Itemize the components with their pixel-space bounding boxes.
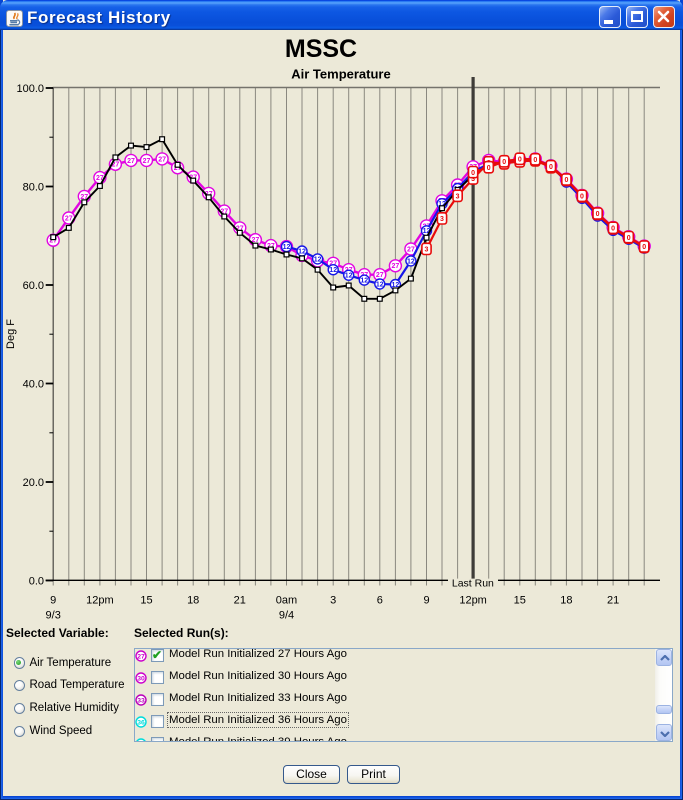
- svg-text:15: 15: [140, 595, 152, 607]
- svg-text:27: 27: [376, 272, 384, 279]
- svg-text:0: 0: [487, 165, 491, 172]
- svg-text:30: 30: [137, 675, 145, 682]
- svg-text:9: 9: [50, 595, 56, 607]
- svg-text:0am: 0am: [276, 595, 297, 607]
- svg-text:27: 27: [143, 158, 151, 165]
- svg-text:39: 39: [137, 741, 145, 742]
- svg-text:0.0: 0.0: [29, 575, 44, 587]
- svg-text:0: 0: [502, 159, 506, 166]
- svg-text:0: 0: [471, 170, 475, 177]
- svg-text:12: 12: [283, 244, 291, 251]
- svg-text:27: 27: [112, 162, 120, 169]
- svg-text:Air Temperature: Air Temperature: [291, 67, 390, 82]
- svg-text:0: 0: [596, 211, 600, 218]
- svg-text:MSSC: MSSC: [285, 35, 357, 63]
- svg-text:27: 27: [80, 194, 88, 201]
- svg-text:6: 6: [377, 595, 383, 607]
- svg-text:12: 12: [360, 278, 368, 285]
- svg-text:0: 0: [580, 194, 584, 201]
- svg-text:12pm: 12pm: [86, 595, 114, 607]
- svg-text:12: 12: [407, 258, 415, 265]
- svg-text:9: 9: [423, 595, 429, 607]
- svg-text:27: 27: [252, 237, 260, 244]
- svg-text:27: 27: [137, 653, 145, 660]
- svg-text:0: 0: [564, 177, 568, 184]
- svg-text:12: 12: [392, 282, 400, 289]
- svg-text:0: 0: [611, 226, 615, 233]
- svg-text:20.0: 20.0: [23, 477, 44, 489]
- svg-text:80.0: 80.0: [23, 181, 44, 193]
- svg-text:27: 27: [392, 263, 400, 270]
- svg-text:3: 3: [471, 176, 475, 183]
- svg-text:27: 27: [96, 175, 104, 182]
- svg-text:3: 3: [330, 595, 336, 607]
- svg-text:0: 0: [518, 157, 522, 164]
- svg-text:18: 18: [187, 595, 199, 607]
- svg-text:40.0: 40.0: [23, 378, 44, 390]
- svg-text:100.0: 100.0: [16, 83, 44, 95]
- svg-text:9/4: 9/4: [279, 610, 294, 622]
- svg-text:3: 3: [425, 247, 429, 254]
- svg-text:27: 27: [236, 225, 244, 232]
- svg-text:12pm: 12pm: [459, 595, 487, 607]
- svg-text:12: 12: [345, 273, 353, 280]
- svg-text:27: 27: [220, 209, 228, 216]
- svg-text:12: 12: [438, 201, 446, 208]
- svg-text:12: 12: [329, 267, 337, 274]
- svg-text:0: 0: [549, 164, 553, 171]
- svg-text:0: 0: [533, 157, 537, 164]
- svg-text:27: 27: [158, 156, 166, 163]
- svg-text:Last Run: Last Run: [452, 578, 494, 590]
- svg-text:18: 18: [560, 595, 572, 607]
- svg-text:36: 36: [137, 719, 145, 726]
- svg-text:12: 12: [376, 281, 384, 288]
- svg-text:21: 21: [234, 595, 246, 607]
- svg-text:12: 12: [298, 248, 306, 255]
- svg-text:27: 27: [174, 165, 182, 172]
- svg-text:12: 12: [423, 228, 431, 235]
- svg-text:33: 33: [137, 697, 145, 704]
- svg-text:27: 27: [65, 215, 73, 222]
- svg-text:3: 3: [456, 194, 460, 201]
- svg-text:9/3: 9/3: [46, 610, 61, 622]
- svg-text:27: 27: [407, 246, 415, 253]
- svg-text:60.0: 60.0: [23, 280, 44, 292]
- svg-text:3: 3: [440, 216, 444, 223]
- svg-text:15: 15: [514, 595, 526, 607]
- svg-text:21: 21: [607, 595, 619, 607]
- svg-text:0: 0: [627, 235, 631, 242]
- svg-text:12: 12: [314, 256, 322, 263]
- svg-text:27: 27: [127, 158, 135, 165]
- svg-text:27: 27: [49, 238, 57, 245]
- svg-text:0: 0: [642, 244, 646, 251]
- svg-text:Deg F: Deg F: [5, 319, 17, 349]
